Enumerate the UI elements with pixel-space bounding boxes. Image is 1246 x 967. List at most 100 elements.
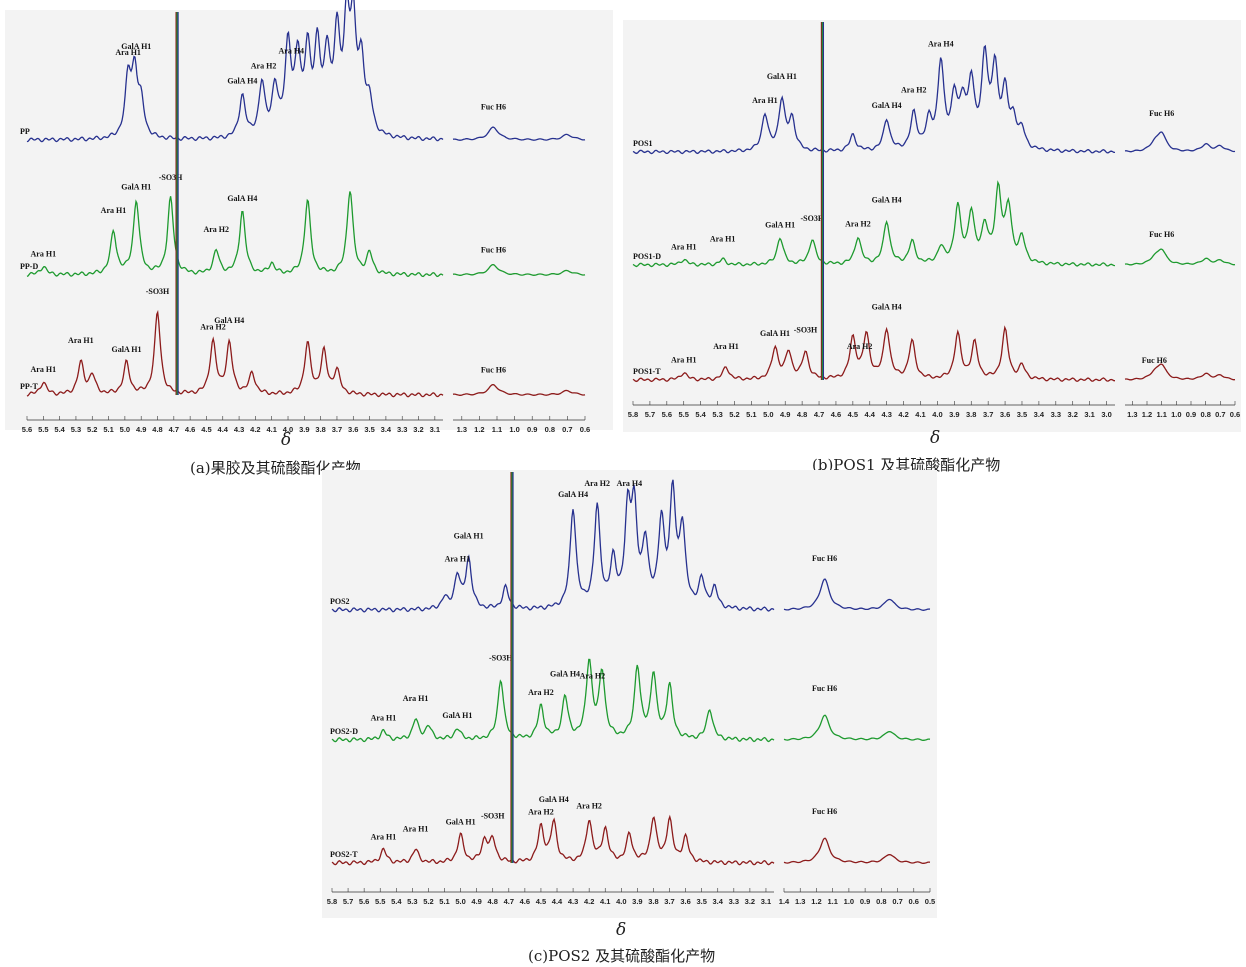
x-tick-label: 4.1 <box>600 897 610 906</box>
x-tick-label: 4.9 <box>780 410 790 419</box>
peak-label: Ara H1 <box>403 694 429 703</box>
x-tick-label: 5.3 <box>71 425 81 434</box>
x-tick-label: 3.0 <box>1101 410 1111 419</box>
peak-label: GalA H1 <box>767 72 797 81</box>
peak-label: Ara H1 <box>101 206 127 215</box>
x-tick-label: 3.8 <box>648 897 658 906</box>
sample-label: PP <box>20 127 30 136</box>
x-tick-label: 1.2 <box>1142 410 1152 419</box>
peak-label: Ara H1 <box>671 242 697 251</box>
peak-label: GalA H4 <box>550 670 580 679</box>
x-tick-label: 4.7 <box>504 897 514 906</box>
x-tick-label: 5.8 <box>628 410 638 419</box>
x-tick-label: 3.3 <box>1051 410 1061 419</box>
x-tick-label: 4.2 <box>584 897 594 906</box>
x-tick-label: 5.5 <box>375 897 385 906</box>
delta-label-c: δ <box>616 920 627 940</box>
peak-label: GalA H4 <box>214 316 244 325</box>
x-tick-label: 5.6 <box>22 425 32 434</box>
x-tick-label: 4.1 <box>266 425 276 434</box>
spectrum-POS1-T-fuc <box>1124 363 1236 381</box>
x-tick-label: 3.8 <box>315 425 325 434</box>
spectrum-POS2-fuc <box>783 578 931 611</box>
x-tick-label: 3.7 <box>332 425 342 434</box>
x-tick-label: 3.5 <box>364 425 374 434</box>
x-tick-label: 5.3 <box>407 897 417 906</box>
caption-b: (b)POS1 及其硫酸酯化产物 <box>812 456 1001 474</box>
peak-label: GalA H1 <box>760 329 790 338</box>
x-tick-label: 1.1 <box>1156 410 1166 419</box>
x-tick-label: 4.3 <box>234 425 244 434</box>
x-tick-label: 3.3 <box>397 425 407 434</box>
x-tick-label: 3.5 <box>696 897 706 906</box>
peak-label: Ara H1 <box>445 554 471 563</box>
peak-label: -SO3H <box>481 812 505 821</box>
peak-label: Ara H4 <box>279 46 305 55</box>
x-tick-label: 5.2 <box>87 425 97 434</box>
peak-label: Ara H4 <box>928 39 954 48</box>
peak-label: Ara H2 <box>845 220 871 229</box>
x-tick-label: 3.8 <box>966 410 976 419</box>
x-tick-label: 0.6 <box>580 425 590 434</box>
sample-label: POS1-D <box>633 252 661 261</box>
x-tick-label: 0.6 <box>909 897 919 906</box>
x-tick-label: 1.1 <box>827 897 837 906</box>
x-tick-label: 0.8 <box>1200 410 1210 419</box>
sample-label: PP-T <box>20 382 38 391</box>
x-tick-label: 5.4 <box>391 897 402 906</box>
x-tick-label: 0.9 <box>527 425 537 434</box>
x-tick-label: 3.9 <box>949 410 959 419</box>
spectrum-PP-fuc <box>452 126 586 141</box>
x-tick-label: 1.0 <box>1171 410 1181 419</box>
peak-label: Ara H1 <box>713 342 739 351</box>
peak-label: Fuc H6 <box>812 684 837 693</box>
x-tick-label: 4.1 <box>915 410 925 419</box>
caption-c: (c)POS2 及其硫酸酯化产物 <box>528 947 716 965</box>
nmr-chart-a: 5.6 5.5 5.4 5.3 5.2 5.1 5.0 4.9 4.8 4.7 4.6 4.5 4.4 4… <box>20 0 590 434</box>
peak-label: GalA H1 <box>121 182 151 191</box>
x-tick-label: 4.6 <box>831 410 841 419</box>
x-tick-label: 3.1 <box>1084 410 1094 419</box>
x-tick-label: 0.5 <box>925 897 935 906</box>
peak-label: GalA H1 <box>446 817 476 826</box>
peak-label: GalA H1 <box>442 711 472 720</box>
sample-label: PP-D <box>20 262 38 271</box>
x-tick-label: 5.8 <box>327 897 337 906</box>
spectrum-POS2-T-fuc <box>783 837 931 864</box>
x-tick-label: 4.7 <box>814 410 824 419</box>
x-tick-label: 1.3 <box>1127 410 1137 419</box>
peak-label: Ara H1 <box>31 365 57 374</box>
panel-a: 5.6 5.5 5.4 5.3 5.2 5.1 5.0 4.9 4.8 4.7 4.6 4.5 4.4 4… <box>5 0 613 434</box>
peak-label: Fuc H6 <box>812 554 837 563</box>
peak-label: GalA H1 <box>112 345 142 354</box>
x-tick-label: 1.1 <box>492 425 502 434</box>
x-tick-label: 3.1 <box>430 425 440 434</box>
x-tick-label: 3.4 <box>1034 410 1045 419</box>
x-tick-label: 3.5 <box>1017 410 1027 419</box>
x-tick-label: 5.1 <box>746 410 756 419</box>
x-tick-label: 4.6 <box>185 425 195 434</box>
x-tick-label: 0.9 <box>1186 410 1196 419</box>
x-tick-label: 0.7 <box>892 897 902 906</box>
x-tick-label: 3.2 <box>745 897 755 906</box>
peak-label: Ara H2 <box>901 86 927 95</box>
spectrum-POS2-D-fuc <box>783 714 931 741</box>
x-tick-label: 0.8 <box>545 425 555 434</box>
x-tick-label: 5.0 <box>455 897 465 906</box>
x-tick-label: 3.2 <box>1068 410 1078 419</box>
x-tick-label: 1.2 <box>811 897 821 906</box>
peak-label: GalA H1 <box>454 532 484 541</box>
spectrum-PP-main <box>26 0 444 143</box>
x-tick-label: 5.7 <box>645 410 655 419</box>
x-tick-label: 3.9 <box>299 425 309 434</box>
x-tick-label: 3.2 <box>413 425 423 434</box>
x-tick-label: 4.4 <box>552 897 563 906</box>
x-tick-label: 4.0 <box>283 425 293 434</box>
peak-label: Fuc H6 <box>812 807 837 816</box>
spectrum-POS1-fuc <box>1124 131 1236 153</box>
x-tick-label: 4.5 <box>201 425 211 434</box>
spectrum-POS1-main <box>632 44 1115 155</box>
x-tick-label: 0.8 <box>876 897 886 906</box>
x-tick-label: 1.2 <box>474 425 484 434</box>
x-tick-label: 3.1 <box>761 897 771 906</box>
